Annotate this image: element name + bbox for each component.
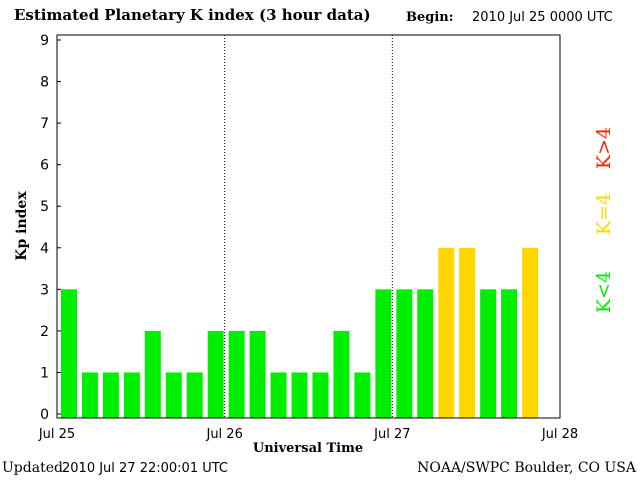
kp-bar <box>144 330 161 418</box>
kp-bar <box>123 372 140 418</box>
x-ticks: Jul 25 Jul 26 Jul 27 Jul 28 <box>38 427 578 442</box>
y-tick-label: 0 <box>40 407 49 423</box>
kp-bar <box>438 247 455 418</box>
kp-bar <box>186 372 203 418</box>
kp-bar <box>207 330 224 418</box>
kp-bar <box>61 289 77 418</box>
kp-bar <box>375 289 392 418</box>
x-tick-label: Jul 27 <box>373 427 410 442</box>
y-tick-label: 7 <box>40 116 49 132</box>
kp-bar <box>396 289 413 418</box>
x-axis-label: Universal Time <box>253 441 363 456</box>
kp-bar <box>480 289 497 418</box>
y-tick-label: 3 <box>40 282 49 298</box>
kp-bar <box>270 372 287 418</box>
y-tick-label: 5 <box>40 199 49 215</box>
legend-k-less-4: K<4 <box>593 271 615 313</box>
x-tick-label: Jul 26 <box>205 427 242 442</box>
y-tick-label: 8 <box>40 75 49 91</box>
day-dividers <box>224 35 393 418</box>
kp-bar <box>333 330 350 418</box>
y-ticks: 0 1 2 3 4 5 6 7 8 9 <box>40 33 61 423</box>
bars-layer <box>61 247 539 418</box>
kp-bar <box>81 372 98 418</box>
kp-bar <box>501 289 518 418</box>
kp-bar <box>312 372 329 418</box>
x-tick-label: Jul 25 <box>38 427 75 442</box>
kp-bar <box>354 372 371 418</box>
credit-text: NOAA/SWPC Boulder, CO USA <box>417 460 636 476</box>
updated-label: Updated <box>2 460 63 476</box>
legend: K>4 K=4 K<4 <box>593 127 615 313</box>
kp-bar <box>459 247 476 418</box>
y-tick-label: 2 <box>40 324 49 340</box>
y-tick-label: 1 <box>40 365 49 381</box>
legend-k-equal-4: K=4 <box>593 193 615 235</box>
begin-value: 2010 Jul 25 0000 UTC <box>472 10 613 25</box>
y-tick-label: 4 <box>40 241 49 257</box>
kp-bar <box>228 330 245 418</box>
y-tick-label: 6 <box>40 158 49 174</box>
kp-bar <box>417 289 434 418</box>
kp-bar <box>165 372 182 418</box>
kp-bar <box>249 330 266 418</box>
y-axis-label: Kp index <box>14 191 30 261</box>
begin-label: Begin: <box>406 10 454 25</box>
chart-title: Estimated Planetary K index (3 hour data… <box>14 6 371 24</box>
x-tick-label: Jul 28 <box>541 427 578 442</box>
kp-bar <box>102 372 119 418</box>
legend-k-greater-4: K>4 <box>593 127 615 169</box>
plot-frame <box>56 34 561 419</box>
updated-timestamp: 2010 Jul 27 22:00:01 UTC <box>62 461 228 476</box>
y-tick-label: 9 <box>40 33 49 49</box>
kp-bar <box>522 247 539 418</box>
kp-bar <box>291 372 308 418</box>
